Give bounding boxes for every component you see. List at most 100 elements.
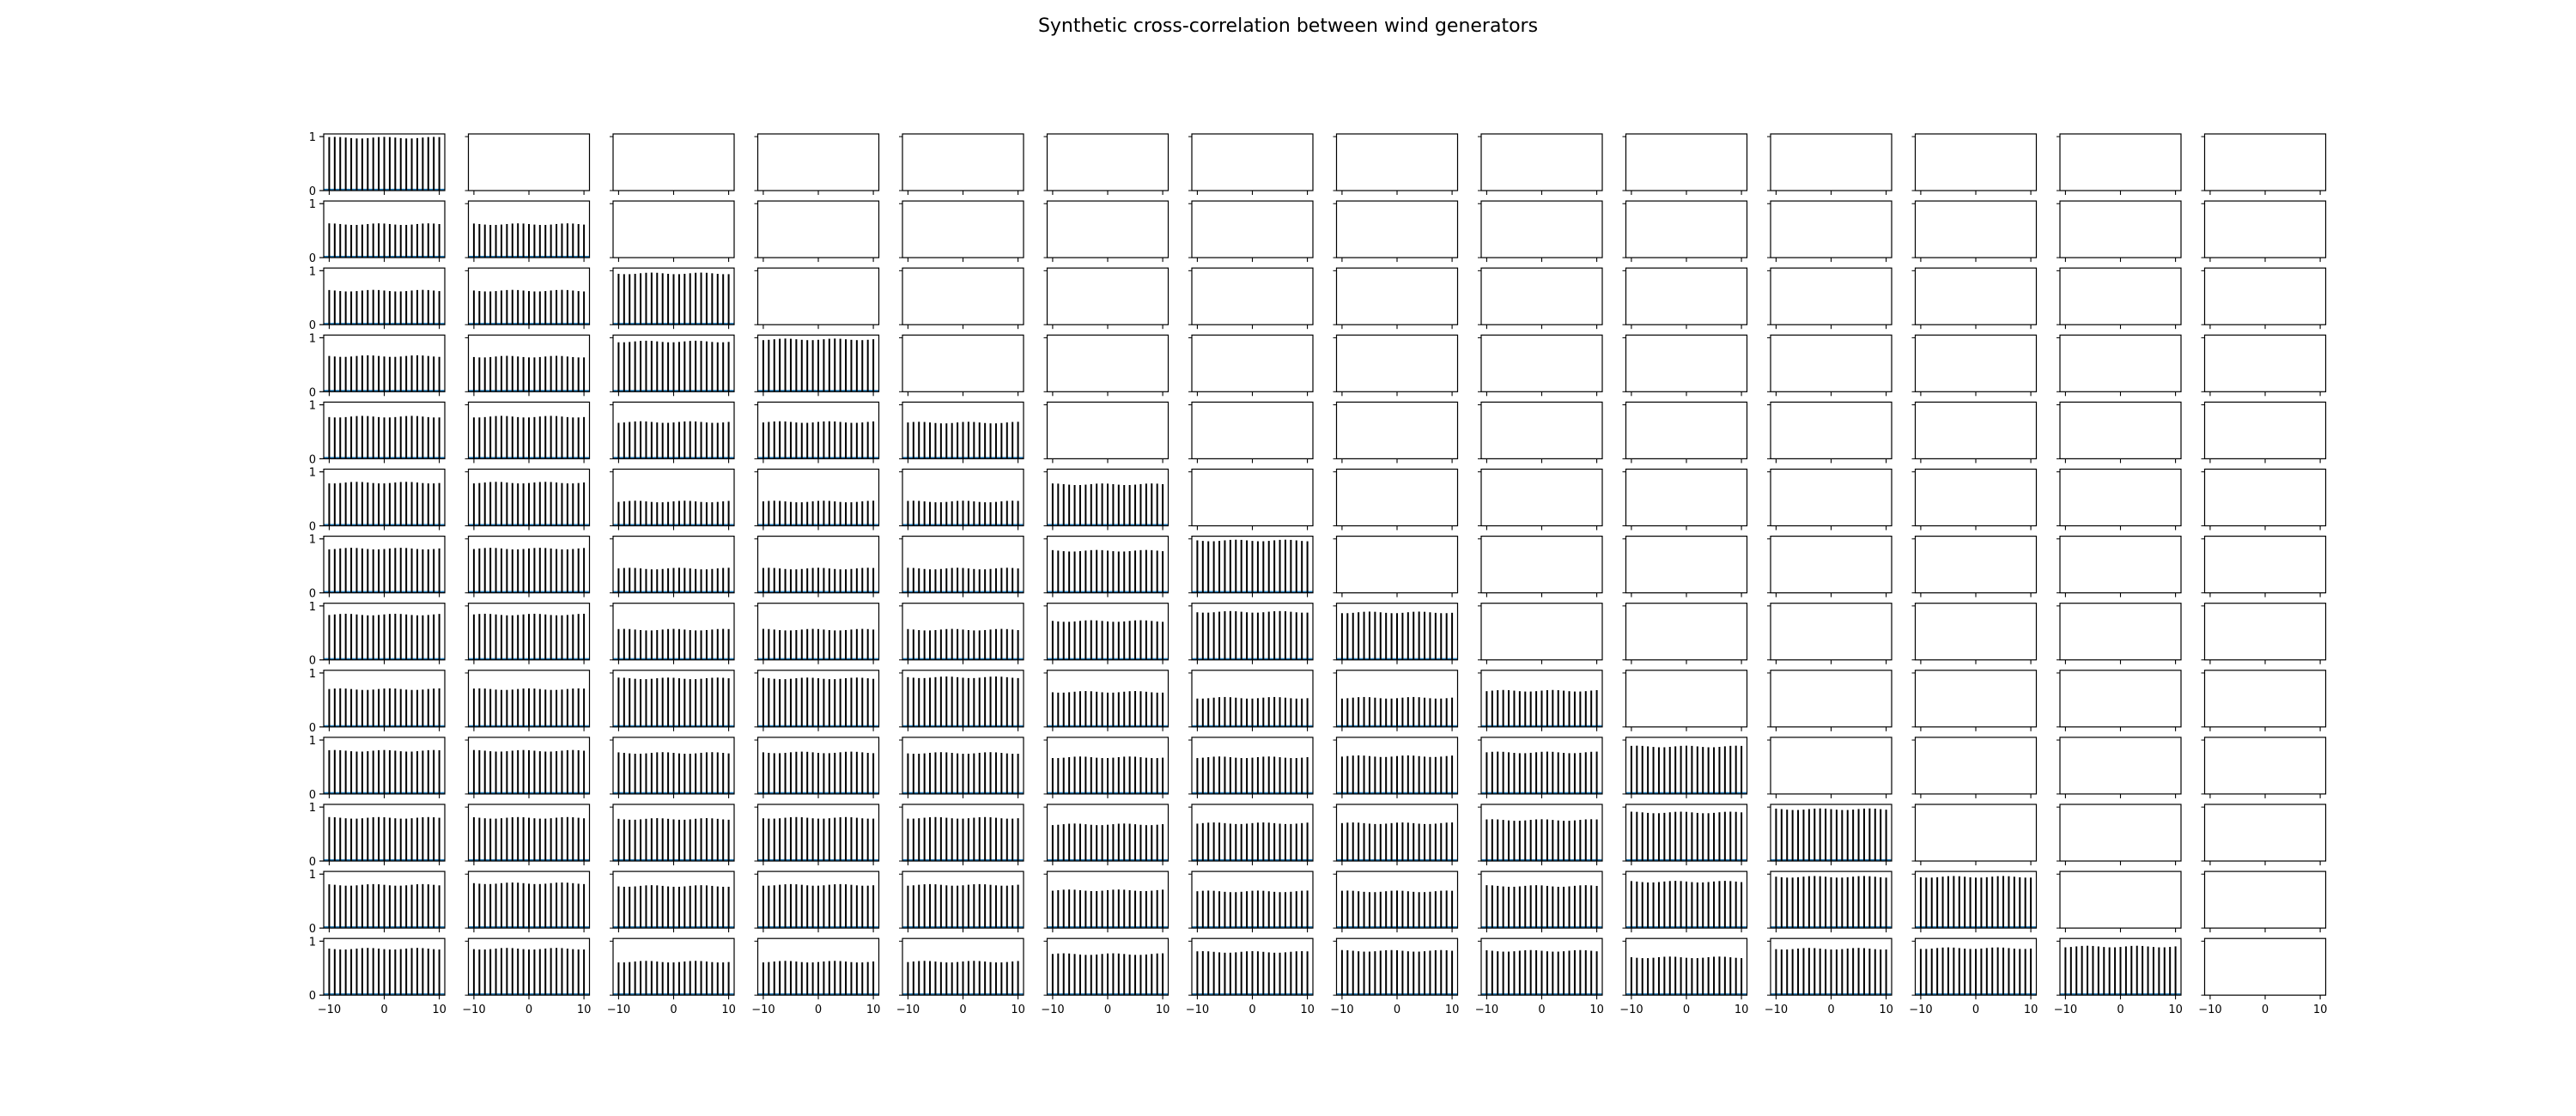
x-tick-label: 10: [721, 1004, 736, 1016]
subplot-r1-c1: [465, 200, 591, 263]
subplot-r5-c2: [610, 468, 735, 531]
axes-frame: [1480, 603, 1603, 661]
subplot-r3-c9: [1622, 334, 1748, 397]
subplot-r7-c7: [1333, 603, 1459, 664]
axes-frame: [1335, 401, 1459, 459]
axes-frame: [902, 267, 1024, 325]
axes-frame: [1046, 267, 1170, 325]
subplot-r5-c9: [1622, 468, 1748, 531]
axes-frame: [2203, 401, 2327, 459]
y-tick-label: 0: [309, 252, 316, 265]
subplot-r2-c12: [2057, 267, 2182, 330]
subplot-r6-c6: [1188, 535, 1314, 597]
subplot-r2-c0: 01: [309, 265, 446, 332]
y-tick-label: 1: [309, 198, 316, 211]
subplot-r2-c7: [1333, 267, 1459, 330]
y-tick-label: 1: [309, 936, 316, 949]
x-tick-label: −10: [1186, 1004, 1209, 1016]
subplot-r0-c0: 01: [309, 131, 446, 198]
subplot-r10-c1: [465, 804, 591, 865]
axes-frame: [1480, 468, 1603, 527]
x-tick-label: −10: [1041, 1004, 1064, 1016]
subplot-r2-c10: [1767, 267, 1893, 330]
subplot-r8-c4: [899, 670, 1024, 731]
x-tick-label: −10: [1330, 1004, 1353, 1016]
axes-frame: [1625, 603, 1748, 661]
subplot-r2-c13: [2201, 267, 2327, 330]
subplot-r4-c3: [754, 401, 880, 464]
subplot-r12-c4: −10 0 10: [896, 937, 1025, 1016]
subplot-r11-c4: [899, 870, 1024, 933]
axes-frame: [1914, 535, 2038, 594]
figure-title: Synthetic cross-correlation between wind…: [1037, 15, 1539, 37]
subplot-r8-c8: [1478, 670, 1603, 731]
subplot-r6-c0: 01: [309, 534, 446, 601]
x-tick-label: −10: [751, 1004, 775, 1016]
x-tick-label: −10: [2198, 1004, 2221, 1016]
subplot-r12-c13: −10 0 10: [2198, 937, 2327, 1016]
axes-frame: [1770, 267, 1893, 325]
subplot-r8-c6: [1188, 670, 1314, 731]
subplot-r6-c8: [1478, 535, 1603, 597]
x-tick-label: 0: [1972, 1004, 1979, 1016]
axes-frame: [2059, 870, 2182, 929]
subplot-r10-c3: [754, 804, 880, 865]
subplot-r0-c7: [1333, 133, 1459, 195]
axes-frame: [756, 267, 880, 325]
subplot-r8-c11: [1911, 670, 2038, 731]
subplot-r4-c1: [465, 401, 591, 464]
subplot-r8-c12: [2057, 670, 2182, 731]
subplot-r11-c2: [610, 870, 735, 933]
subplot-r10-c11: [1911, 804, 2038, 865]
subplot-r7-c13: [2201, 603, 2327, 664]
subplot-r10-c5: [1043, 804, 1170, 865]
x-tick-label: 10: [432, 1004, 447, 1016]
subplot-r1-c6: [1188, 200, 1314, 263]
axes-frame: [2059, 804, 2182, 862]
subplot-r6-c9: [1622, 535, 1748, 597]
axes-frame: [2203, 870, 2327, 929]
subplot-r0-c8: [1478, 133, 1603, 195]
subplot-r9-c13: [2201, 737, 2327, 798]
subplot-r9-c0: 01: [309, 735, 446, 802]
subplot-r7-c3: [754, 603, 880, 664]
subplot-r2-c6: [1188, 267, 1314, 330]
x-tick-label: 0: [959, 1004, 966, 1016]
x-tick-label: −10: [1765, 1004, 1788, 1016]
axes-frame: [612, 133, 735, 191]
subplot-r7-c1: [465, 603, 591, 664]
y-tick-label: 0: [309, 521, 316, 534]
subplot-r0-c13: [2201, 133, 2327, 195]
x-tick-label: 0: [2262, 1004, 2269, 1016]
subplot-r8-c10: [1767, 670, 1893, 731]
y-tick-label: 0: [309, 319, 316, 332]
subplot-r1-c11: [1911, 200, 2038, 263]
subplot-r9-c2: [610, 737, 735, 798]
subplot-r6-c3: [754, 535, 880, 597]
subplot-r9-c4: [899, 737, 1024, 798]
subplot-r5-c1: [465, 468, 591, 531]
axes-frame: [1770, 200, 1893, 258]
subplot-r4-c12: [2057, 401, 2182, 464]
subplot-r11-c7: [1333, 870, 1459, 933]
axes-frame: [2203, 603, 2327, 661]
axes-frame: [2203, 133, 2327, 191]
subplot-r5-c11: [1911, 468, 2038, 531]
subplot-r2-c5: [1043, 267, 1170, 330]
axes-frame: [2059, 670, 2182, 728]
axes-frame: [1914, 133, 2038, 191]
axes-frame: [1480, 133, 1603, 191]
subplot-r3-c3: [754, 334, 880, 397]
x-tick-label: 10: [1589, 1004, 1604, 1016]
subplot-r10-c0: 01: [309, 802, 446, 869]
subplot-r8-c7: [1333, 670, 1459, 731]
subplot-r11-c6: [1188, 870, 1314, 933]
axes-frame: [1914, 267, 2038, 325]
axes-frame: [1625, 401, 1748, 459]
subplot-r3-c8: [1478, 334, 1603, 397]
y-tick-label: 0: [309, 856, 316, 869]
subplot-r12-c10: −10 0 10: [1765, 937, 1893, 1016]
subplot-r1-c8: [1478, 200, 1603, 263]
subplot-r5-c10: [1767, 468, 1893, 531]
x-tick-label: −10: [896, 1004, 920, 1016]
